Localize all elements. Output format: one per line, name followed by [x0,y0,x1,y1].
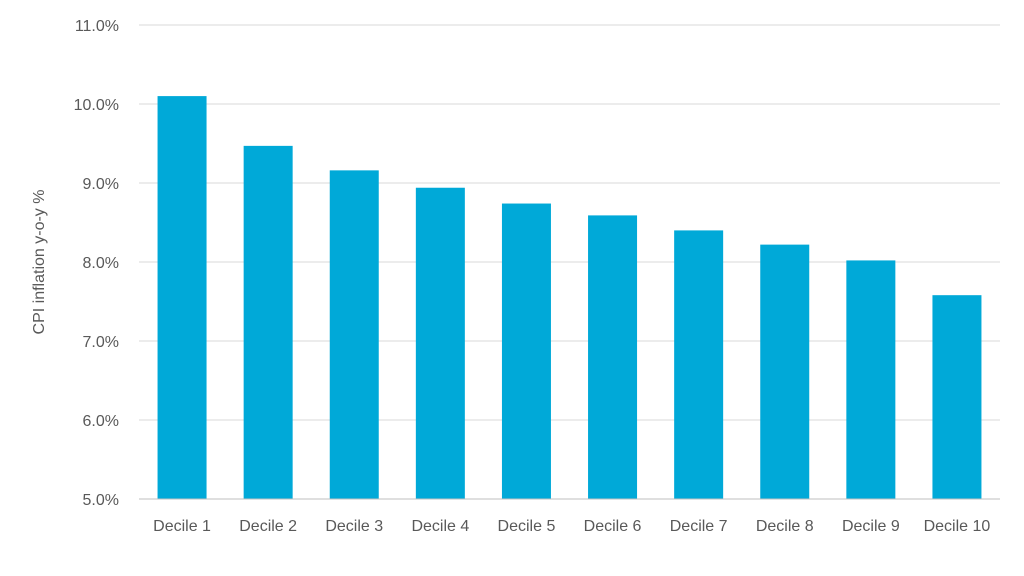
bar [329,170,379,500]
bar [760,244,810,499]
bar [674,230,724,499]
x-category-label: Decile 3 [325,518,383,535]
y-tick-label: 5.0% [83,492,119,509]
y-tick-label: 7.0% [83,334,119,351]
bar [157,96,207,499]
x-category-label: Decile 6 [584,518,642,535]
x-category-label: Decile 9 [842,518,900,535]
bar [415,187,465,500]
y-tick-label: 9.0% [83,176,119,193]
y-tick-label: 11.0% [75,18,119,35]
bar [932,295,982,499]
bar [243,145,293,499]
x-axis-categories: Decile 1 Decile 2 Decile 3 Decile 4 Decile 5… [153,518,990,535]
y-tick-label: 8.0% [83,255,119,272]
bar [846,260,896,499]
bar [588,215,638,499]
x-category-label: Decile 8 [756,518,814,535]
x-category-label: Decile 10 [924,518,991,535]
bar [501,203,551,500]
y-axis-title: CPI inflation y-o-y % [31,190,48,335]
y-axis-ticks: 5.0% 6.0% 7.0% 8.0% 9.0% 10.0% 11.0% [74,18,119,509]
x-category-label: Decile 1 [153,518,211,535]
x-category-label: Decile 5 [498,518,556,535]
y-tick-label: 6.0% [83,413,119,430]
x-category-label: Decile 4 [411,518,469,535]
x-category-label: Decile 2 [239,518,297,535]
y-tick-label: 10.0% [74,97,119,114]
bars [139,96,1000,500]
x-category-label: Decile 7 [670,518,728,535]
